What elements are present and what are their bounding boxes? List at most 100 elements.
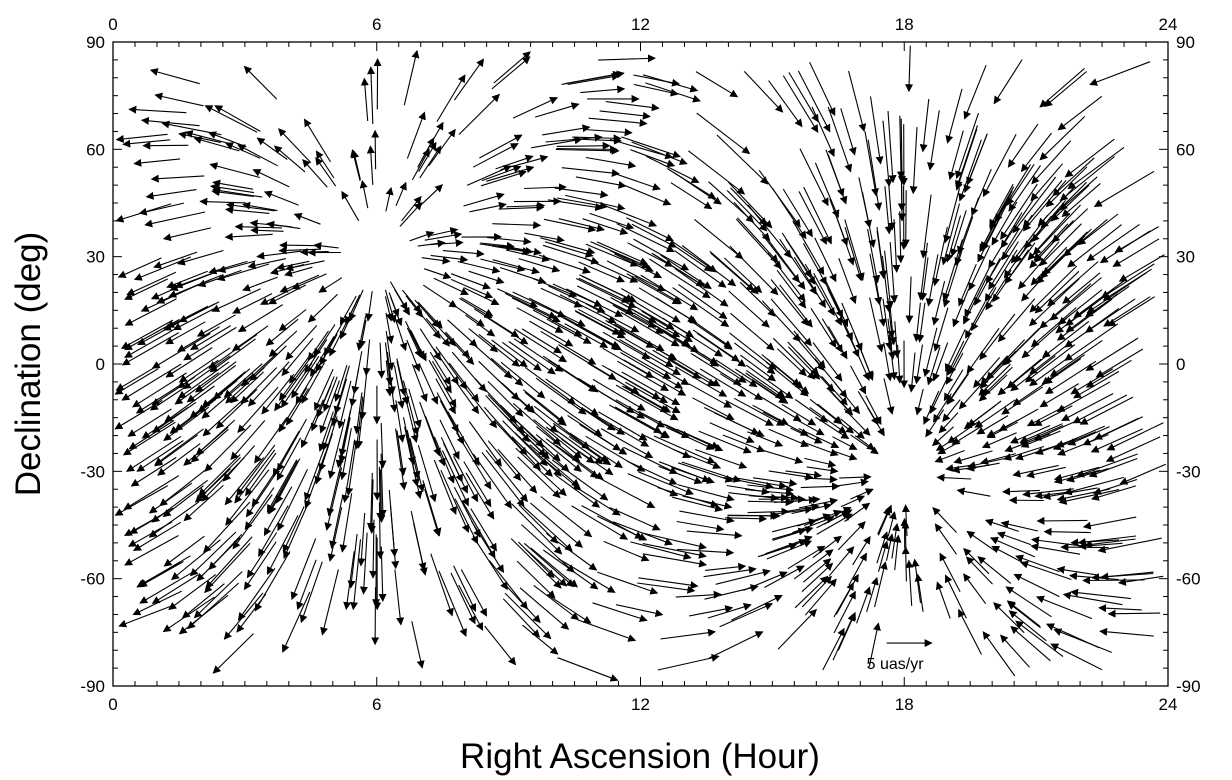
vector-arrow <box>483 315 529 345</box>
vector-arrow <box>887 318 896 361</box>
vector-arrow <box>237 386 279 433</box>
vector-arrow <box>153 251 198 269</box>
vector-arrow <box>927 110 940 171</box>
vector-arrow <box>955 112 980 180</box>
vector-arrow <box>567 72 620 86</box>
vector-arrow <box>874 275 887 327</box>
vector-arrow <box>243 541 277 591</box>
vector-arrow <box>359 180 369 209</box>
vector-arrow <box>408 388 422 429</box>
vector-arrow <box>555 474 601 508</box>
vector-arrow <box>709 250 759 295</box>
vector-arrow <box>944 574 967 619</box>
vector-arrow <box>892 321 901 359</box>
vector-arrow <box>345 299 358 325</box>
vector-arrow <box>440 469 470 533</box>
vector-arrow <box>377 342 386 379</box>
vector-arrow <box>296 559 317 611</box>
vector-arrow <box>867 139 883 211</box>
vector-arrow <box>322 376 338 412</box>
vector-arrow <box>500 404 544 448</box>
vector-arrow <box>276 437 302 481</box>
vector-arrow <box>912 302 921 342</box>
vector-arrow <box>212 179 254 190</box>
y-tick-label-left: -30 <box>80 462 105 481</box>
vector-arrow <box>351 149 361 180</box>
vector-arrow <box>314 433 334 485</box>
vector-arrow <box>621 136 681 159</box>
vector-arrow <box>882 298 894 351</box>
vector-arrow <box>609 138 674 160</box>
vector-arrow <box>599 110 651 120</box>
vector-arrow <box>1090 428 1143 453</box>
vector-arrow <box>1003 327 1040 365</box>
vector-arrow <box>1008 610 1047 642</box>
vector-arrow <box>843 408 871 436</box>
vector-arrow <box>592 602 648 623</box>
vector-arrow <box>162 227 212 242</box>
vector-arrow <box>803 558 832 583</box>
vector-arrow <box>582 218 629 236</box>
vector-arrow <box>945 329 966 372</box>
vector-arrow <box>152 401 197 433</box>
vector-arrow <box>631 223 677 248</box>
vector-arrow <box>1059 156 1115 202</box>
vector-arrow <box>486 236 532 246</box>
vector-arrow <box>145 189 197 200</box>
vector-arrow <box>956 487 991 497</box>
vector-arrow <box>592 474 656 508</box>
vector-arrow <box>378 546 387 602</box>
vector-arrow <box>466 165 512 186</box>
vector-arrow <box>282 506 305 553</box>
vector-arrow <box>1045 166 1088 208</box>
vector-arrow <box>602 331 651 360</box>
vector-arrow <box>743 71 784 113</box>
vector-arrow <box>590 241 651 269</box>
vector-arrow <box>171 539 221 581</box>
y-tick-label-right: 90 <box>1176 33 1195 52</box>
vector-arrow <box>802 243 827 286</box>
vector-arrow <box>630 541 692 560</box>
vector-arrow <box>341 439 356 504</box>
vector-arrow <box>242 276 278 292</box>
x-tick-label-top: 12 <box>631 15 650 34</box>
vector-arrow <box>419 328 442 361</box>
vector-arrow <box>502 420 548 467</box>
y-tick-label-right: 0 <box>1176 355 1185 374</box>
vector-arrow <box>917 242 928 301</box>
vector-arrow <box>433 277 469 296</box>
vector-arrow <box>124 298 177 326</box>
vector-arrow <box>982 134 1017 198</box>
vector-arrow <box>610 297 657 323</box>
vector-arrow <box>966 327 1000 374</box>
vector-arrow <box>222 445 256 482</box>
vector-arrow <box>511 503 563 555</box>
vector-arrow <box>533 405 590 450</box>
vector-arrow <box>755 447 804 465</box>
vector-arrow <box>1042 487 1098 501</box>
vector-arrow <box>484 625 517 666</box>
vector-arrow <box>840 495 866 508</box>
vector-arrow <box>1049 277 1102 321</box>
vector-arrow <box>339 295 357 326</box>
vector-arrow <box>236 593 267 633</box>
vector-arrow <box>946 367 973 405</box>
vector-arrow <box>715 568 771 585</box>
vector-arrow <box>772 337 816 380</box>
vector-arrow <box>1009 424 1051 444</box>
vector-arrow <box>491 339 528 368</box>
vector-arrow <box>821 318 843 353</box>
vector-arrow <box>794 575 829 609</box>
vector-arrow <box>485 244 534 255</box>
vector-arrow <box>1042 320 1090 358</box>
vector-arrow <box>734 342 776 375</box>
vector-arrow <box>1084 538 1136 549</box>
vector-arrow <box>809 61 836 117</box>
vector-arrow <box>982 366 1013 396</box>
vector-arrow <box>453 378 480 415</box>
vector-arrow <box>660 628 716 640</box>
vector-arrow <box>686 530 743 540</box>
vector-arrow <box>814 162 840 219</box>
vector-arrow <box>521 328 562 354</box>
